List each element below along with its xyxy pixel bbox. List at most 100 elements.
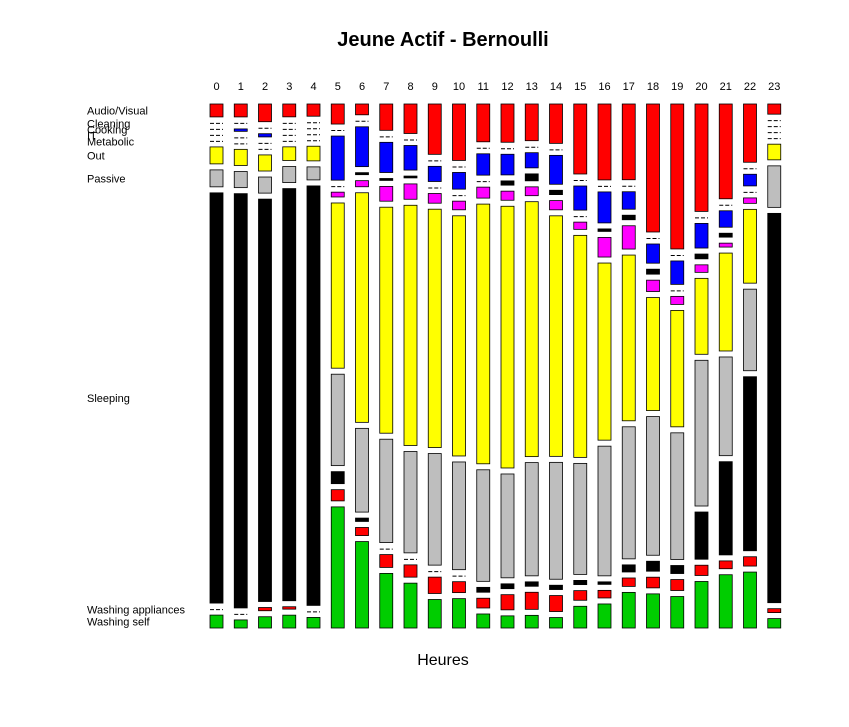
tile-cooking-h11 xyxy=(476,153,491,176)
tile-washing-self-h2 xyxy=(258,616,272,629)
tile-washing-self-h21 xyxy=(718,574,733,629)
hour-column-17 xyxy=(621,103,636,629)
tile-audio-visual-h10 xyxy=(452,103,466,161)
tile-passive-h11 xyxy=(476,469,491,582)
tile-washing-self-h19 xyxy=(670,596,685,629)
category-label-metabolic: Metabolic xyxy=(87,136,135,148)
tile-passive-h0 xyxy=(209,169,224,188)
tile-passive-h22 xyxy=(743,288,757,372)
x-axis-label: Heures xyxy=(417,652,469,669)
tile-washing-appliances-h5 xyxy=(330,489,345,502)
tile-it-h20 xyxy=(694,253,709,260)
tile-passive-h9 xyxy=(427,453,442,566)
tile-metabolic-h7 xyxy=(379,186,394,202)
tile-washing-appliances-h18 xyxy=(646,576,660,589)
tile-sleeping-h0 xyxy=(209,192,224,604)
hour-column-12 xyxy=(500,103,515,629)
tile-out-h6 xyxy=(355,192,369,423)
tile-sleeping-h13 xyxy=(524,581,539,587)
tile-audio-visual-h23 xyxy=(767,103,782,115)
tile-audio-visual-h21 xyxy=(718,103,733,200)
hour-column-6 xyxy=(355,103,369,629)
tile-passive-h18 xyxy=(646,416,660,556)
tile-passive-h1 xyxy=(233,171,248,189)
tile-passive-h10 xyxy=(452,461,466,571)
tile-it-h7 xyxy=(379,178,394,181)
tile-metabolic-h6 xyxy=(355,180,369,188)
tile-out-h19 xyxy=(670,310,685,428)
tile-washing-self-h8 xyxy=(403,582,418,629)
tile-washing-self-h20 xyxy=(694,581,709,629)
tile-washing-self-h17 xyxy=(621,591,636,629)
tile-washing-self-h13 xyxy=(524,614,539,629)
tile-cooking-h20 xyxy=(694,223,709,249)
tile-metabolic-h20 xyxy=(694,264,709,273)
tile-passive-h14 xyxy=(549,461,563,580)
tile-washing-self-h3 xyxy=(282,614,297,629)
hour-column-20 xyxy=(694,103,709,629)
tile-cooking-h2 xyxy=(258,133,272,138)
tile-metabolic-h10 xyxy=(452,200,466,211)
category-label-washing-appliances: Washing appliances xyxy=(87,605,186,617)
tile-audio-visual-h19 xyxy=(670,103,685,250)
tile-washing-appliances-h11 xyxy=(476,597,491,609)
tile-metabolic-h13 xyxy=(524,186,539,197)
hour-tick-15: 15 xyxy=(574,81,586,93)
tile-washing-self-h4 xyxy=(306,617,321,629)
tile-washing-appliances-h21 xyxy=(718,560,733,570)
tile-it-h18 xyxy=(646,268,660,275)
category-label-cooking: Cooking xyxy=(87,124,127,136)
tile-passive-h20 xyxy=(694,359,709,507)
tile-metabolic-h19 xyxy=(670,295,685,305)
tile-washing-self-h18 xyxy=(646,593,660,629)
tile-sleeping-h19 xyxy=(670,565,685,574)
tile-washing-self-h11 xyxy=(476,613,491,629)
tile-sleeping-h23 xyxy=(767,212,782,604)
tile-out-h16 xyxy=(597,262,612,441)
tile-washing-appliances-h17 xyxy=(621,577,636,587)
tile-passive-h8 xyxy=(403,451,418,554)
hour-tick-labels: 0 1 2 3 4 5 6 7 8 9 10 11 12 13 14 15 16 17 18 19 20 21 22 23 xyxy=(213,81,780,93)
hour-column-16 xyxy=(597,103,612,629)
tile-washing-self-h7 xyxy=(379,573,394,629)
tile-it-h14 xyxy=(549,189,563,195)
tile-audio-visual-h20 xyxy=(694,103,709,212)
hour-column-23 xyxy=(767,103,782,629)
hour-tick-9: 9 xyxy=(432,81,438,93)
tile-audio-visual-h9 xyxy=(427,103,442,155)
tile-washing-appliances-h14 xyxy=(549,595,563,612)
tile-out-h20 xyxy=(694,277,709,355)
tile-metabolic-h12 xyxy=(500,190,515,201)
tile-cooking-h15 xyxy=(573,185,588,211)
hour-tick-17: 17 xyxy=(623,81,635,93)
hour-column-18 xyxy=(646,103,660,629)
tile-cooking-h6 xyxy=(355,126,369,168)
tile-it-h21 xyxy=(718,232,733,238)
hour-tick-22: 22 xyxy=(744,81,756,93)
tile-passive-h2 xyxy=(258,176,272,194)
tile-audio-visual-h15 xyxy=(573,103,588,175)
hour-tick-16: 16 xyxy=(598,81,610,93)
tile-washing-self-h23 xyxy=(767,618,782,629)
hour-tick-11: 11 xyxy=(478,81,489,93)
tile-washing-self-h9 xyxy=(427,599,442,629)
tile-it-h12 xyxy=(500,180,515,186)
tile-metabolic-h21 xyxy=(718,242,733,248)
tile-audio-visual-h1 xyxy=(233,103,248,118)
tile-audio-visual-h16 xyxy=(597,103,612,181)
hour-column-21 xyxy=(718,103,733,629)
tile-sleeping-h4 xyxy=(306,185,321,606)
tile-cooking-h16 xyxy=(597,191,612,224)
hour-column-2 xyxy=(258,103,272,629)
tile-audio-visual-h17 xyxy=(621,103,636,181)
tile-passive-h16 xyxy=(597,445,612,577)
tile-metabolic-h17 xyxy=(621,225,636,250)
tile-audio-visual-h0 xyxy=(209,103,224,118)
tile-audio-visual-h13 xyxy=(524,103,539,142)
tile-washing-appliances-h15 xyxy=(573,590,588,601)
tile-out-h15 xyxy=(573,234,588,458)
tile-washing-appliances-h19 xyxy=(670,579,685,591)
tile-cooking-h7 xyxy=(379,141,394,173)
category-label-washing-self: Washing self xyxy=(87,617,151,629)
tile-it-h8 xyxy=(403,175,418,179)
